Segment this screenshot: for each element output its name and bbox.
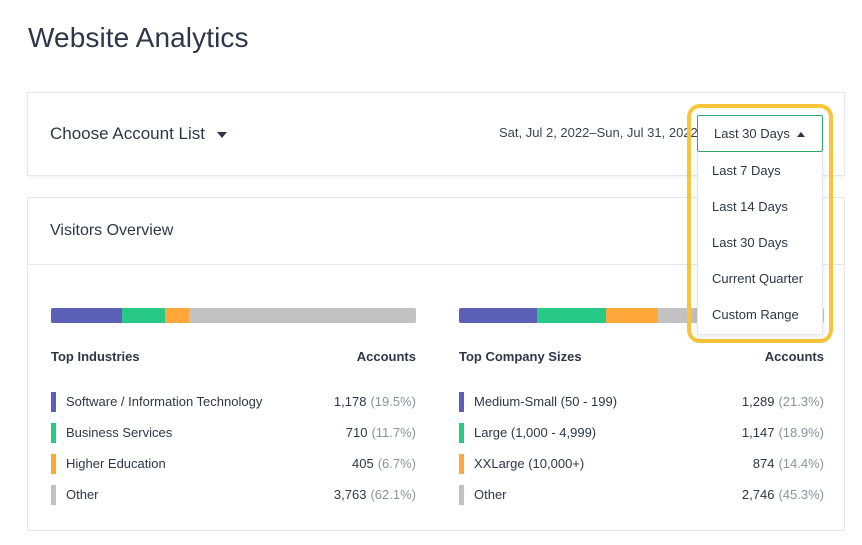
list-item-percent: (6.7%) — [377, 456, 416, 471]
account-list-dropdown[interactable]: Choose Account List — [50, 124, 227, 144]
range-option-current-quarter[interactable]: Current Quarter — [712, 271, 804, 286]
industries-bar-segment — [51, 308, 123, 323]
list-item-label: Software / Information Technology — [66, 394, 263, 409]
list-item: Large (1,000 - 4,999) 1,147 (18.9%) — [459, 417, 824, 448]
range-option-last-30-days[interactable]: Last 30 Days — [712, 235, 788, 250]
legend-swatch — [51, 453, 56, 474]
list-item-percent: (45.3%) — [778, 487, 824, 502]
list-item-label: Other — [474, 487, 507, 502]
industries-list: Software / Information Technology 1,178 (1… — [51, 386, 416, 510]
list-item-count: 1,178 — [333, 394, 367, 409]
list-item-count: 1,289 — [741, 394, 775, 409]
overview-header: Visitors Overview — [28, 198, 844, 265]
list-item: Software / Information Technology 1,178 (1… — [51, 386, 416, 417]
list-item-count: 2,746 — [741, 487, 775, 502]
industries-header-label: Top Industries — [51, 349, 140, 364]
company-sizes-bar-segment — [605, 308, 659, 323]
legend-swatch — [51, 422, 56, 443]
industries-bar-segment — [189, 308, 416, 323]
list-item-count: 405 — [352, 456, 374, 471]
legend-swatch — [51, 391, 56, 412]
company-sizes-bar-segment — [459, 308, 537, 323]
list-item-percent: (11.7%) — [371, 425, 416, 440]
page-title: Website Analytics — [28, 22, 249, 53]
date-range-highlight — [687, 104, 833, 343]
list-item: Higher Education 405 (6.7%) — [51, 448, 416, 479]
list-item-label: XXLarge (10,000+) — [474, 456, 585, 471]
list-item-label: Business Services — [66, 425, 173, 440]
date-range-dropdown[interactable]: Last 30 Days — [697, 115, 823, 152]
industries-bar-segment — [122, 308, 165, 323]
account-list-label: Choose Account List — [50, 124, 205, 143]
list-item-count: 710 — [345, 425, 368, 440]
list-item-count: 1,147 — [741, 425, 775, 440]
caret-down-icon — [216, 131, 227, 138]
legend-swatch — [459, 453, 464, 474]
company-sizes-list: Medium-Small (50 - 199) 1,289 (21.3%) Large… — [459, 386, 824, 510]
legend-swatch — [459, 422, 464, 443]
list-item: Other 2,746 (45.3%) — [459, 479, 824, 510]
list-item-percent: (19.5%) — [370, 394, 416, 409]
list-item-label: Higher Education — [66, 456, 166, 471]
list-item: Other 3,763 (62.1%) — [51, 479, 416, 510]
list-item-label: Other — [66, 487, 99, 502]
list-item: Business Services 710 (11.7%) — [51, 417, 416, 448]
list-item: Medium-Small (50 - 199) 1,289 (21.3%) — [459, 386, 824, 417]
industries-header-value: Accounts — [356, 349, 416, 364]
industries-header: Top Industries Accounts — [51, 349, 416, 364]
list-item-percent: (14.4%) — [778, 456, 824, 471]
company-sizes-bar-segment — [536, 308, 606, 323]
industries-bar-segment — [164, 308, 190, 323]
industries-panel: Top Industries Accounts Software / Infor… — [51, 308, 416, 510]
date-range-menu: Last 7 Days Last 14 Days Last 30 Days Cu… — [697, 153, 823, 335]
legend-swatch — [51, 484, 56, 505]
list-item-percent: (62.1%) — [370, 487, 416, 502]
caret-up-icon — [797, 132, 805, 137]
company-sizes-header: Top Company Sizes Accounts — [459, 349, 824, 364]
overview-title: Visitors Overview — [50, 222, 174, 239]
date-range-selected: Last 30 Days — [714, 126, 790, 141]
list-item: XXLarge (10,000+) 874 (14.4%) — [459, 448, 824, 479]
company-sizes-header-label: Top Company Sizes — [459, 349, 582, 364]
list-item-label: Large (1,000 - 4,999) — [474, 425, 597, 440]
legend-swatch — [459, 391, 464, 412]
list-item-count: 874 — [752, 456, 775, 471]
list-item-percent: (18.9%) — [778, 425, 824, 440]
list-item-label: Medium-Small (50 - 199) — [474, 394, 618, 409]
range-option-last-14-days[interactable]: Last 14 Days — [712, 199, 788, 214]
legend-swatch — [459, 484, 464, 505]
list-item-percent: (21.3%) — [778, 394, 824, 409]
range-option-custom-range[interactable]: Custom Range — [712, 307, 799, 322]
list-item-count: 3,763 — [333, 487, 367, 502]
range-option-last-7-days[interactable]: Last 7 Days — [712, 163, 781, 178]
date-range-text: Sat, Jul 2, 2022–Sun, Jul 31, 2022 — [499, 125, 698, 140]
company-sizes-header-value: Accounts — [764, 349, 824, 364]
industries-stacked-bar — [51, 308, 416, 323]
